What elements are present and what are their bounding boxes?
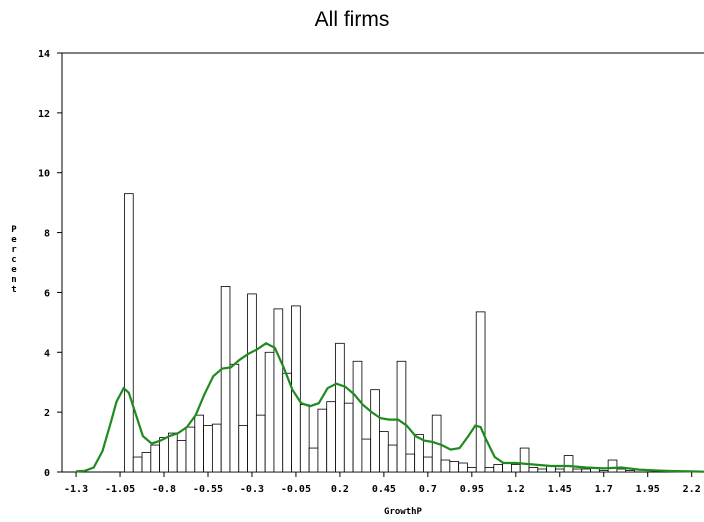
histogram-bar <box>273 308 284 473</box>
histogram-bar <box>379 431 389 473</box>
histogram-bar <box>141 452 152 473</box>
x-tick-label: 0.45 <box>372 484 396 495</box>
y-tick-label: 12 <box>38 109 50 120</box>
y-tick-label: 10 <box>38 169 50 180</box>
histogram-bar <box>168 432 178 473</box>
histogram-bar <box>528 467 539 473</box>
y-axis-label-char: c <box>11 255 16 265</box>
histogram-bar <box>572 468 583 473</box>
x-tick-label: 1.2 <box>507 484 525 495</box>
histogram-bar <box>458 462 468 473</box>
histogram-bars <box>124 193 635 473</box>
y-tick-label: 14 <box>38 49 50 60</box>
histogram-bar <box>282 372 292 473</box>
histogram-bar <box>581 468 591 473</box>
histogram-bar <box>440 459 451 473</box>
histogram-bar <box>563 455 574 473</box>
histogram-bar <box>211 423 222 473</box>
histogram-bar <box>124 193 134 473</box>
y-axis-label-char: t <box>11 285 16 295</box>
histogram-bar <box>616 468 627 473</box>
histogram-bar <box>484 467 495 473</box>
histogram-bar <box>554 468 565 473</box>
y-tick-label: 2 <box>44 408 50 419</box>
histogram-bar <box>405 453 416 473</box>
x-axis: -1.3 -1.05 -0.8 -0.55 -0.3 -0.05 0.2 0.45 0.7 0.9… <box>64 472 701 495</box>
x-axis-label: GrowthP <box>384 507 423 517</box>
x-tick-label: 2.2 <box>683 484 701 495</box>
y-axis: 0 2 4 6 8 10 12 14 <box>38 49 62 479</box>
histogram-bar <box>467 467 477 473</box>
histogram-bar <box>308 447 319 473</box>
x-tick-label: -1.05 <box>105 484 135 495</box>
y-tick-label: 6 <box>44 288 50 299</box>
x-tick-label: -0.8 <box>152 484 176 495</box>
histogram-bar <box>537 468 547 473</box>
y-axis-label-char: e <box>11 235 17 245</box>
x-tick-label: 0.95 <box>460 484 484 495</box>
x-tick-label: 0.7 <box>419 484 437 495</box>
histogram-bar <box>352 360 363 473</box>
histogram-bar <box>502 462 512 473</box>
y-axis-label-char: n <box>11 275 16 285</box>
histogram-bar <box>414 434 424 473</box>
histogram-bar <box>475 311 486 473</box>
y-tick-label: 0 <box>44 468 50 479</box>
y-axis-label-char: e <box>11 265 17 275</box>
y-axis-label-char: P <box>11 225 17 235</box>
histogram-bar <box>423 456 433 473</box>
chart-title: All firms <box>314 8 390 31</box>
histogram-bar <box>449 461 460 473</box>
histogram-bar <box>229 363 240 473</box>
histogram-bar <box>343 402 354 473</box>
histogram-bar <box>255 414 266 473</box>
histogram-bar <box>625 470 635 473</box>
x-tick-label: 1.95 <box>636 484 660 495</box>
histogram-bar <box>203 425 213 473</box>
histogram-bar <box>519 447 530 473</box>
density-curve <box>76 342 704 473</box>
x-tick-label: -0.55 <box>193 484 223 495</box>
histogram-bar <box>220 286 231 473</box>
histogram-bar <box>387 444 398 473</box>
histogram-bar <box>299 404 310 473</box>
histogram-bar <box>326 401 336 473</box>
histogram-bar <box>185 426 196 473</box>
y-tick-label: 8 <box>44 229 50 240</box>
axis-frame <box>61 53 704 473</box>
histogram-bar <box>194 414 204 473</box>
x-tick-label: -0.3 <box>240 484 264 495</box>
histogram-bar <box>264 351 275 473</box>
histogram-bar <box>607 459 618 473</box>
x-tick-label: 1.7 <box>595 484 613 495</box>
histogram-bar <box>176 440 187 473</box>
histogram-bar <box>493 464 504 473</box>
x-tick-label: -1.3 <box>64 484 88 495</box>
histogram-bar <box>335 342 345 473</box>
histogram-bar <box>510 464 521 473</box>
x-tick-label: -0.05 <box>281 484 311 495</box>
histogram-bar <box>150 444 161 473</box>
x-tick-label: 1.45 <box>548 484 572 495</box>
histogram-bar <box>132 456 143 473</box>
histogram-bar <box>247 293 257 473</box>
histogram-bar <box>238 425 248 473</box>
y-axis-label-char: r <box>11 245 17 255</box>
histogram-bar <box>317 408 328 473</box>
histogram-bar <box>396 360 407 473</box>
histogram-bar <box>370 389 380 473</box>
histogram-bar <box>159 437 169 473</box>
y-tick-label: 4 <box>44 348 50 359</box>
histogram-bar <box>361 438 372 473</box>
histogram-bar <box>598 470 609 473</box>
x-tick-label: 0.2 <box>331 484 349 495</box>
